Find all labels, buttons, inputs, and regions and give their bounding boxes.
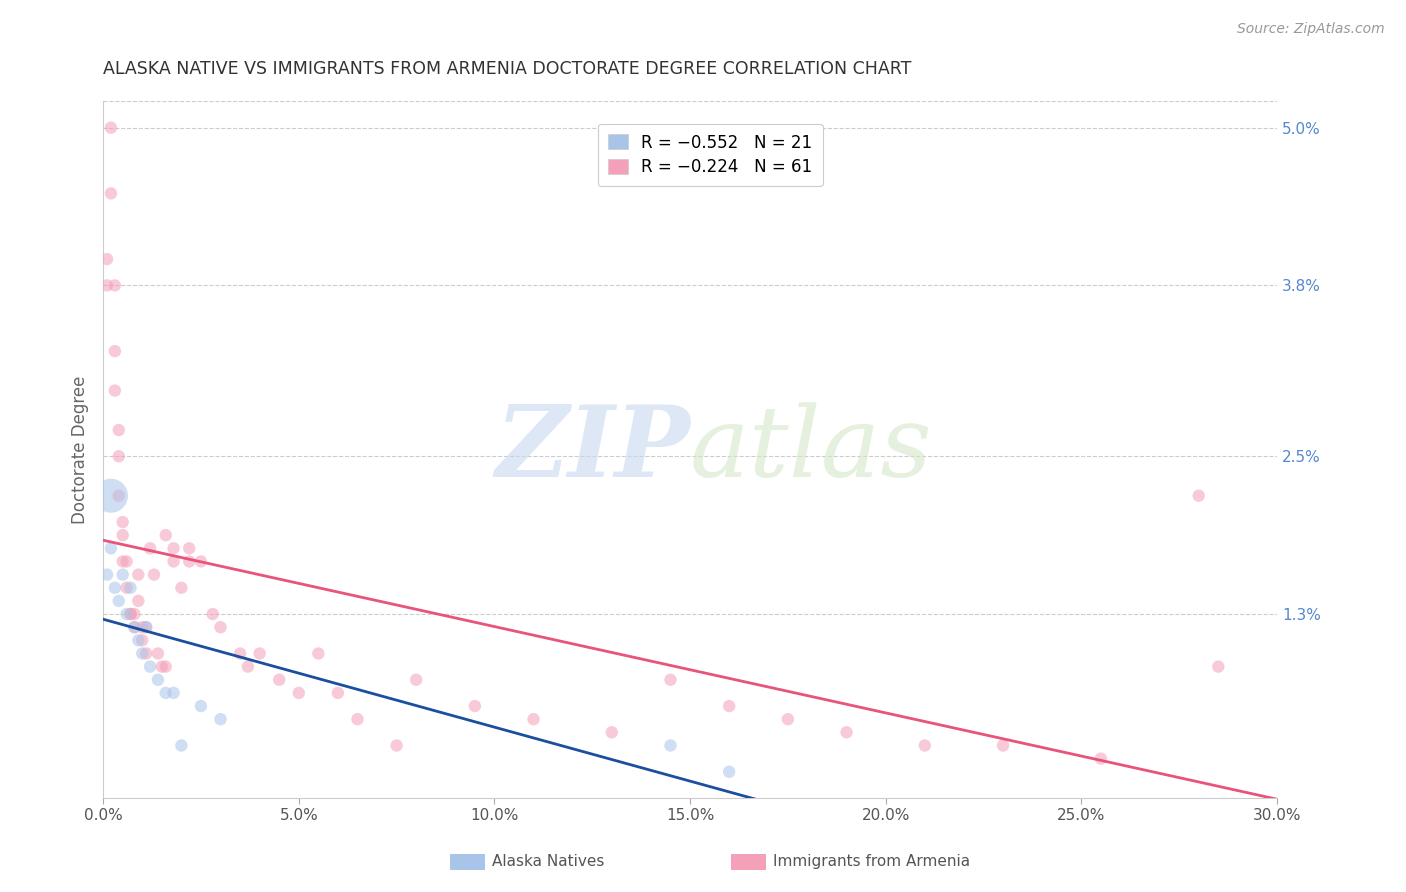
Point <box>155 686 177 700</box>
Text: Source: ZipAtlas.com: Source: ZipAtlas.com <box>1237 22 1385 37</box>
Point <box>146 647 169 661</box>
Point <box>104 278 127 293</box>
Text: atlas: atlas <box>690 402 932 498</box>
Point <box>124 620 146 634</box>
Point <box>170 581 193 595</box>
Point <box>120 607 142 621</box>
Point <box>179 541 201 556</box>
Point <box>464 699 486 714</box>
Point <box>96 252 118 266</box>
Point <box>104 384 127 398</box>
Point <box>111 528 134 542</box>
Point <box>405 673 427 687</box>
Point <box>201 607 224 621</box>
Point <box>1206 659 1229 673</box>
Point <box>835 725 858 739</box>
Point <box>229 647 252 661</box>
Point <box>115 581 138 595</box>
Point <box>100 186 122 201</box>
Point <box>600 725 623 739</box>
Point <box>111 515 134 529</box>
Point <box>162 554 184 568</box>
Point <box>269 673 291 687</box>
Point <box>107 489 129 503</box>
Point <box>346 712 368 726</box>
Point <box>139 659 162 673</box>
Point <box>135 620 157 634</box>
Point <box>659 673 682 687</box>
Point <box>127 567 149 582</box>
Point <box>100 489 122 503</box>
Point <box>139 541 162 556</box>
Point <box>162 686 184 700</box>
Point <box>107 423 129 437</box>
Point <box>776 712 799 726</box>
Point <box>146 673 169 687</box>
Point <box>1090 751 1112 765</box>
Point <box>236 659 259 673</box>
Point <box>143 567 166 582</box>
Point <box>718 764 741 779</box>
Point <box>124 607 146 621</box>
Point <box>150 659 173 673</box>
Point <box>100 120 122 135</box>
Text: Alaska Natives: Alaska Natives <box>492 855 605 869</box>
Point <box>127 633 149 648</box>
Point <box>107 450 129 464</box>
Point <box>326 686 349 700</box>
Point <box>104 344 127 359</box>
Point <box>127 594 149 608</box>
Point <box>135 647 157 661</box>
Point <box>209 712 232 726</box>
Point <box>107 594 129 608</box>
Point <box>96 278 118 293</box>
Point <box>104 581 127 595</box>
Point <box>991 739 1014 753</box>
Point <box>155 659 177 673</box>
Point <box>209 620 232 634</box>
Point <box>155 528 177 542</box>
Point <box>914 739 936 753</box>
Point <box>131 633 153 648</box>
Point <box>120 607 142 621</box>
Point <box>135 620 157 634</box>
Point <box>131 647 153 661</box>
Point <box>249 647 271 661</box>
Text: ALASKA NATIVE VS IMMIGRANTS FROM ARMENIA DOCTORATE DEGREE CORRELATION CHART: ALASKA NATIVE VS IMMIGRANTS FROM ARMENIA… <box>103 60 911 78</box>
Point <box>115 607 138 621</box>
Y-axis label: Doctorate Degree: Doctorate Degree <box>72 376 89 524</box>
Point <box>190 554 212 568</box>
Point <box>307 647 329 661</box>
Point <box>100 541 122 556</box>
Point <box>124 620 146 634</box>
Point <box>659 739 682 753</box>
Point <box>718 699 741 714</box>
Point <box>120 581 142 595</box>
Point <box>162 541 184 556</box>
Point <box>96 567 118 582</box>
Point <box>385 739 408 753</box>
Point <box>522 712 544 726</box>
Point <box>179 554 201 568</box>
Legend: R = −0.552   N = 21, R = −0.224   N = 61: R = −0.552 N = 21, R = −0.224 N = 61 <box>598 124 823 186</box>
Text: Immigrants from Armenia: Immigrants from Armenia <box>773 855 970 869</box>
Point <box>111 567 134 582</box>
Text: ZIP: ZIP <box>495 401 690 498</box>
Point <box>115 554 138 568</box>
Point <box>170 739 193 753</box>
Point <box>111 554 134 568</box>
Point <box>190 699 212 714</box>
Point <box>131 620 153 634</box>
Point <box>287 686 309 700</box>
Point <box>1188 489 1211 503</box>
